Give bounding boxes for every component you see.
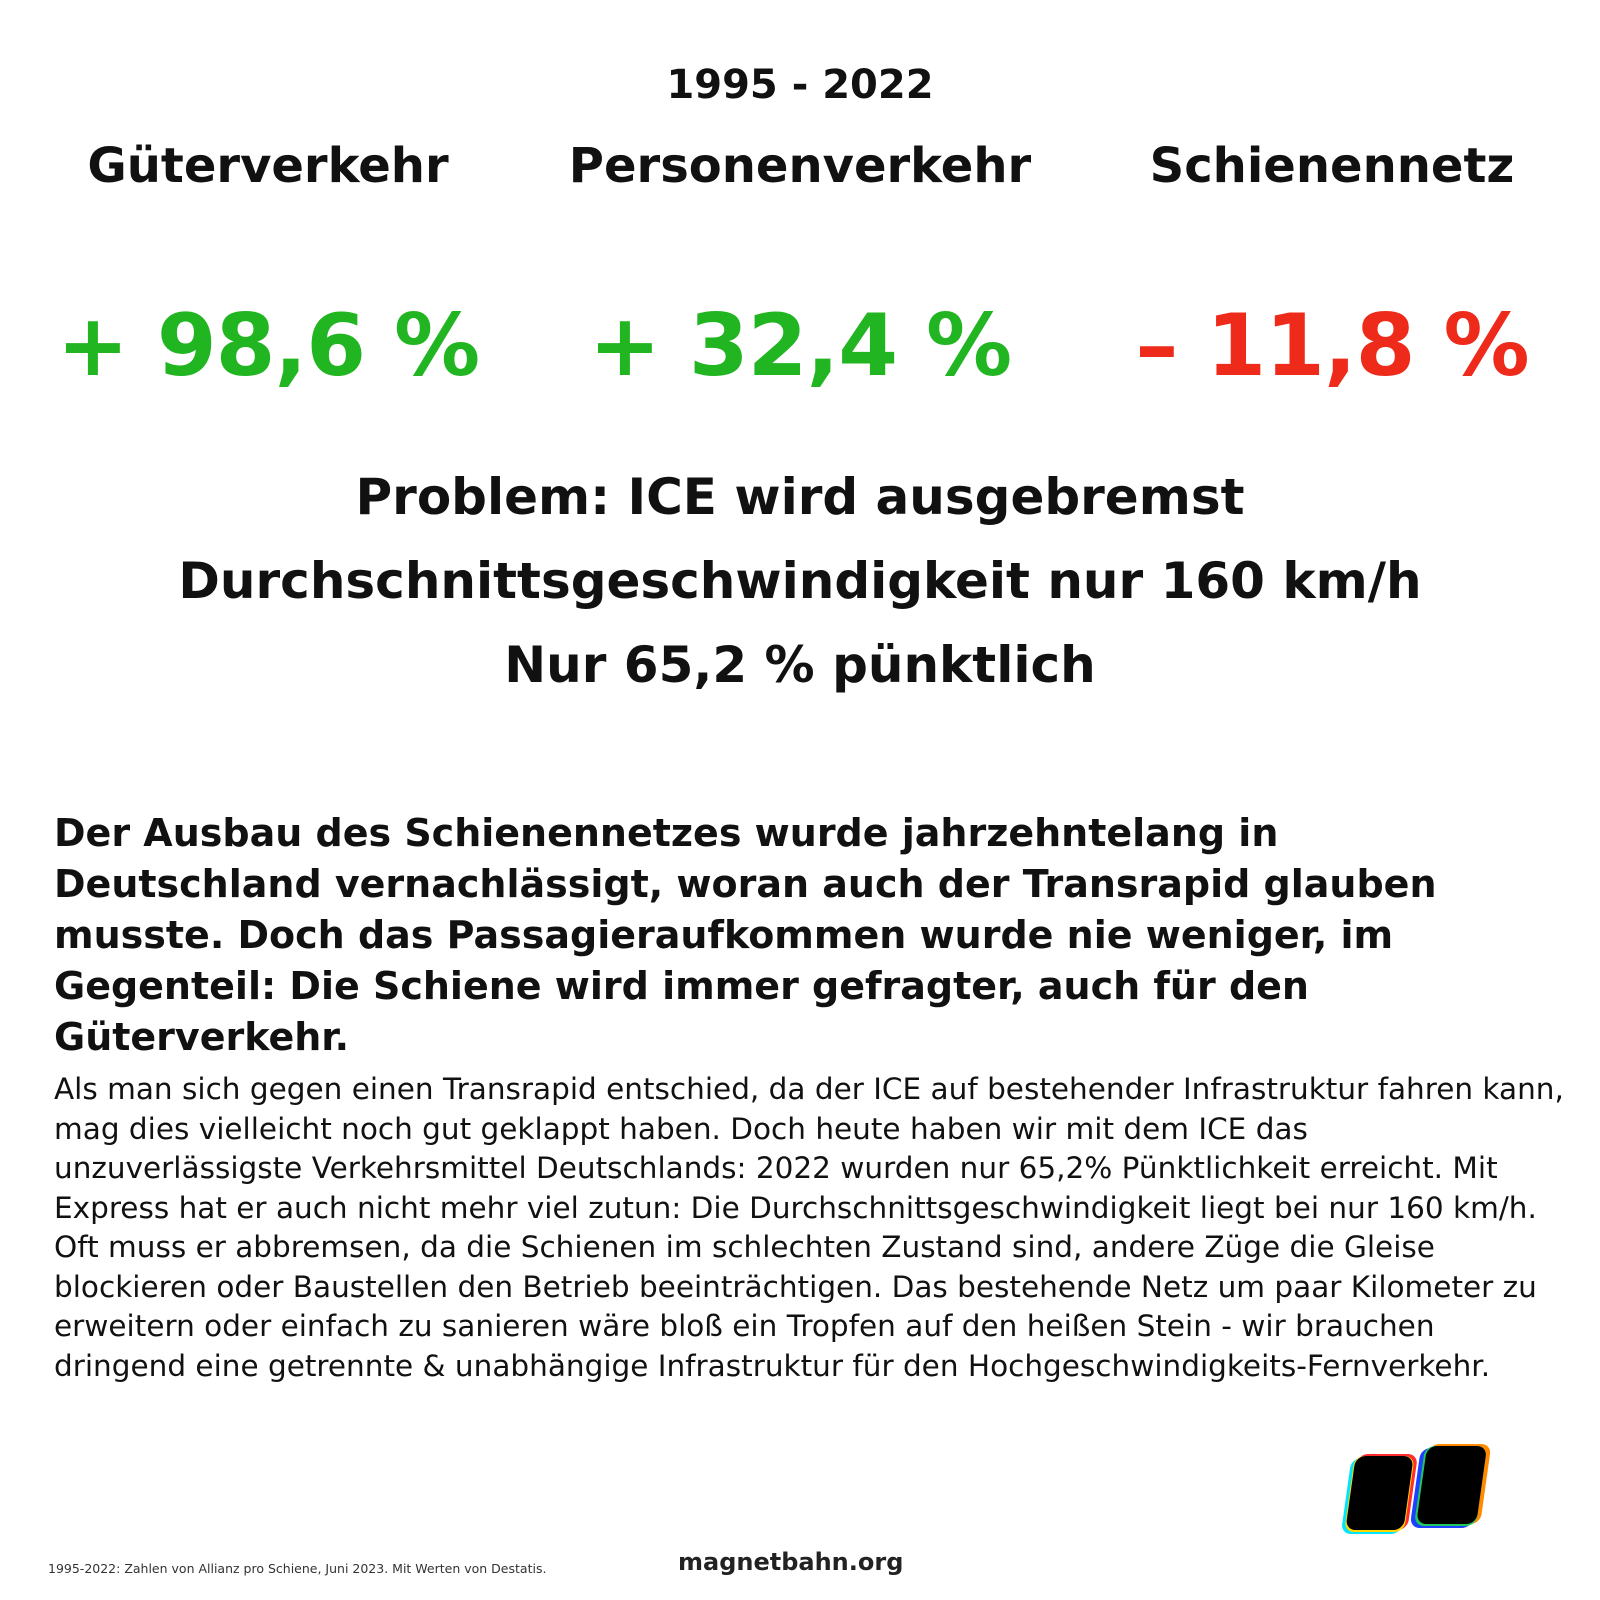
problem-heading: Problem: ICE wird ausgebremst (355, 468, 1245, 526)
period-heading: 1995 - 2022 (666, 62, 934, 108)
intro-paragraph: Der Ausbau des Schienennetzes wurde jahr… (54, 811, 1437, 1059)
stat-value-personenverkehr: + 32,4 % (588, 296, 1012, 396)
stat-label-personenverkehr: Personenverkehr (568, 138, 1032, 194)
body-paragraph: Als man sich gegen einen Transrapid ents… (54, 1072, 1564, 1383)
stat-value-gueterverkehr: + 98,6 % (56, 296, 480, 396)
stat-label-schienennetz: Schienennetz (1149, 138, 1515, 194)
stat-label-gueterverkehr: Güterverkehr (87, 138, 449, 194)
stat-value-schienennetz: – 11,8 % (1135, 296, 1529, 396)
source-note: 1995-2022: Zahlen von Allianz pro Schien… (48, 1561, 547, 1576)
website-link[interactable]: magnetbahn.org (678, 1548, 904, 1576)
punctuality-statement: Nur 65,2 % pünktlich (504, 636, 1096, 694)
speed-statement: Durchschnittsgeschwindigkeit nur 160 km/… (178, 552, 1422, 610)
magnetbahn-logo-icon (1340, 1440, 1491, 1540)
